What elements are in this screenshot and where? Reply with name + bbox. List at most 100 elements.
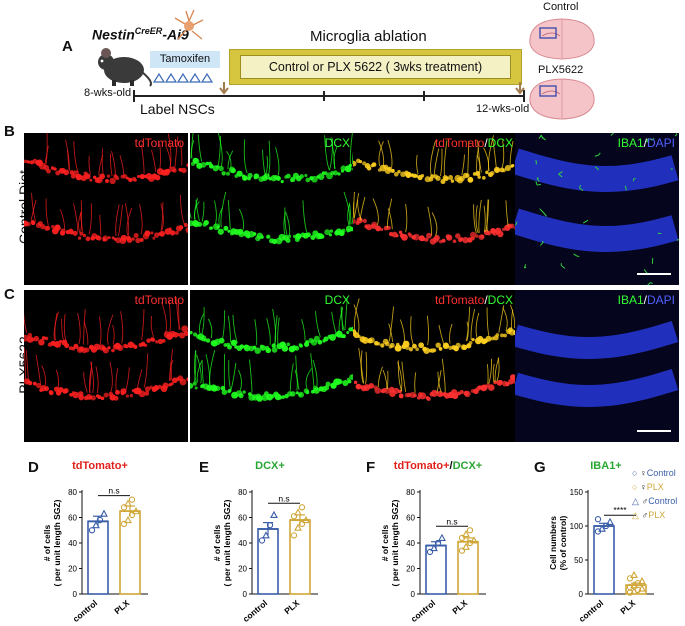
cell-body (438, 347, 443, 351)
data-point (262, 531, 270, 539)
cell-body (193, 332, 198, 337)
cell-body (46, 168, 51, 174)
cell-body (242, 390, 246, 394)
cell-body (340, 165, 347, 172)
cell-body (217, 228, 224, 235)
cell-body (420, 173, 425, 178)
cell-body (126, 237, 133, 243)
cell-process (176, 298, 181, 330)
channel-label: DCX (325, 293, 350, 307)
cell-body (153, 232, 160, 238)
cell-body (276, 175, 281, 181)
cell-process (126, 207, 133, 236)
cell-body (305, 340, 309, 344)
cell-body (332, 170, 338, 176)
cell-process (382, 369, 388, 389)
cell-body (256, 395, 263, 402)
cell-body (426, 232, 432, 239)
channel-label: tdTomato/DCX (435, 293, 513, 307)
cell-body (341, 334, 346, 339)
cell-body (344, 165, 352, 173)
cell-body (190, 382, 194, 389)
cell-body (72, 391, 79, 399)
microglia-cell (515, 221, 518, 226)
cell-body (435, 175, 441, 181)
cell-body (181, 325, 188, 333)
cell-body (495, 333, 500, 337)
cell-body (154, 174, 161, 181)
y-tick-label: 150 (570, 488, 584, 497)
cell-body (310, 235, 316, 240)
cell-body (111, 348, 115, 353)
cell-process (467, 140, 470, 175)
cell-body (398, 230, 403, 235)
cell-body (481, 175, 486, 180)
cell-body (260, 345, 266, 351)
data-point (594, 516, 602, 523)
x-tick-label: control (241, 598, 269, 624)
cell-body (317, 173, 325, 180)
cell-process (324, 135, 330, 171)
legend-label: Control (646, 468, 676, 478)
cell-process (414, 372, 417, 393)
cell-process (378, 140, 385, 168)
microglia-cell (582, 219, 589, 224)
cell-process (338, 307, 344, 332)
cell-body (102, 347, 109, 354)
channel-label-part: tdTomato (134, 293, 184, 307)
cell-body (243, 344, 251, 352)
cell-body (465, 173, 470, 178)
cell-process (193, 350, 197, 382)
cell-body (196, 221, 203, 227)
data-point (430, 543, 438, 552)
cell-process (353, 193, 360, 219)
cell-process (83, 309, 86, 345)
cell-body (193, 158, 200, 165)
cell-body (139, 173, 145, 180)
y-tick-label: 40 (406, 539, 415, 548)
data-point (120, 520, 128, 528)
cell-process (230, 362, 237, 391)
cell-body (441, 238, 446, 243)
cell-body (390, 168, 395, 173)
data-point (638, 576, 646, 585)
cell-body (304, 173, 308, 178)
cell-process (439, 148, 443, 177)
cell-body (131, 237, 135, 241)
cell-process (410, 316, 414, 345)
cell-process (195, 199, 200, 222)
cell-body (366, 166, 372, 171)
cell-body (172, 331, 179, 338)
micrograph-image (515, 290, 679, 442)
cell-body (419, 392, 427, 400)
cell-process (357, 199, 362, 221)
cell-body (328, 233, 332, 237)
cell-body (452, 393, 459, 400)
x-tick-label: control (577, 598, 605, 624)
cell-body (353, 380, 358, 385)
cell-process (312, 359, 318, 386)
y-axis-label-2: (% of control) (558, 515, 568, 570)
x-tick-label: PLX (450, 598, 469, 616)
data-point (458, 547, 466, 554)
cell-body (144, 386, 151, 392)
cell-process (473, 204, 477, 234)
ablation-title: Microglia ablation (310, 28, 427, 45)
cell-process (405, 203, 408, 233)
cell-body (63, 169, 70, 176)
cell-body (32, 381, 37, 386)
y-axis-label-2: ( per unit length SGZ) (390, 499, 400, 586)
cell-body (103, 392, 109, 398)
dapi-band (515, 148, 679, 192)
cell-process (194, 350, 197, 383)
cell-process (360, 350, 364, 384)
cell-process (310, 353, 315, 387)
cell-body (395, 233, 399, 238)
cell-process (150, 315, 155, 338)
cell-process (498, 305, 505, 333)
channel-label-part: tdTomato (434, 136, 485, 150)
data-point (462, 542, 470, 550)
cell-body (398, 393, 404, 399)
cell-process (353, 298, 360, 334)
sex-symbol: ♀ (639, 482, 647, 492)
